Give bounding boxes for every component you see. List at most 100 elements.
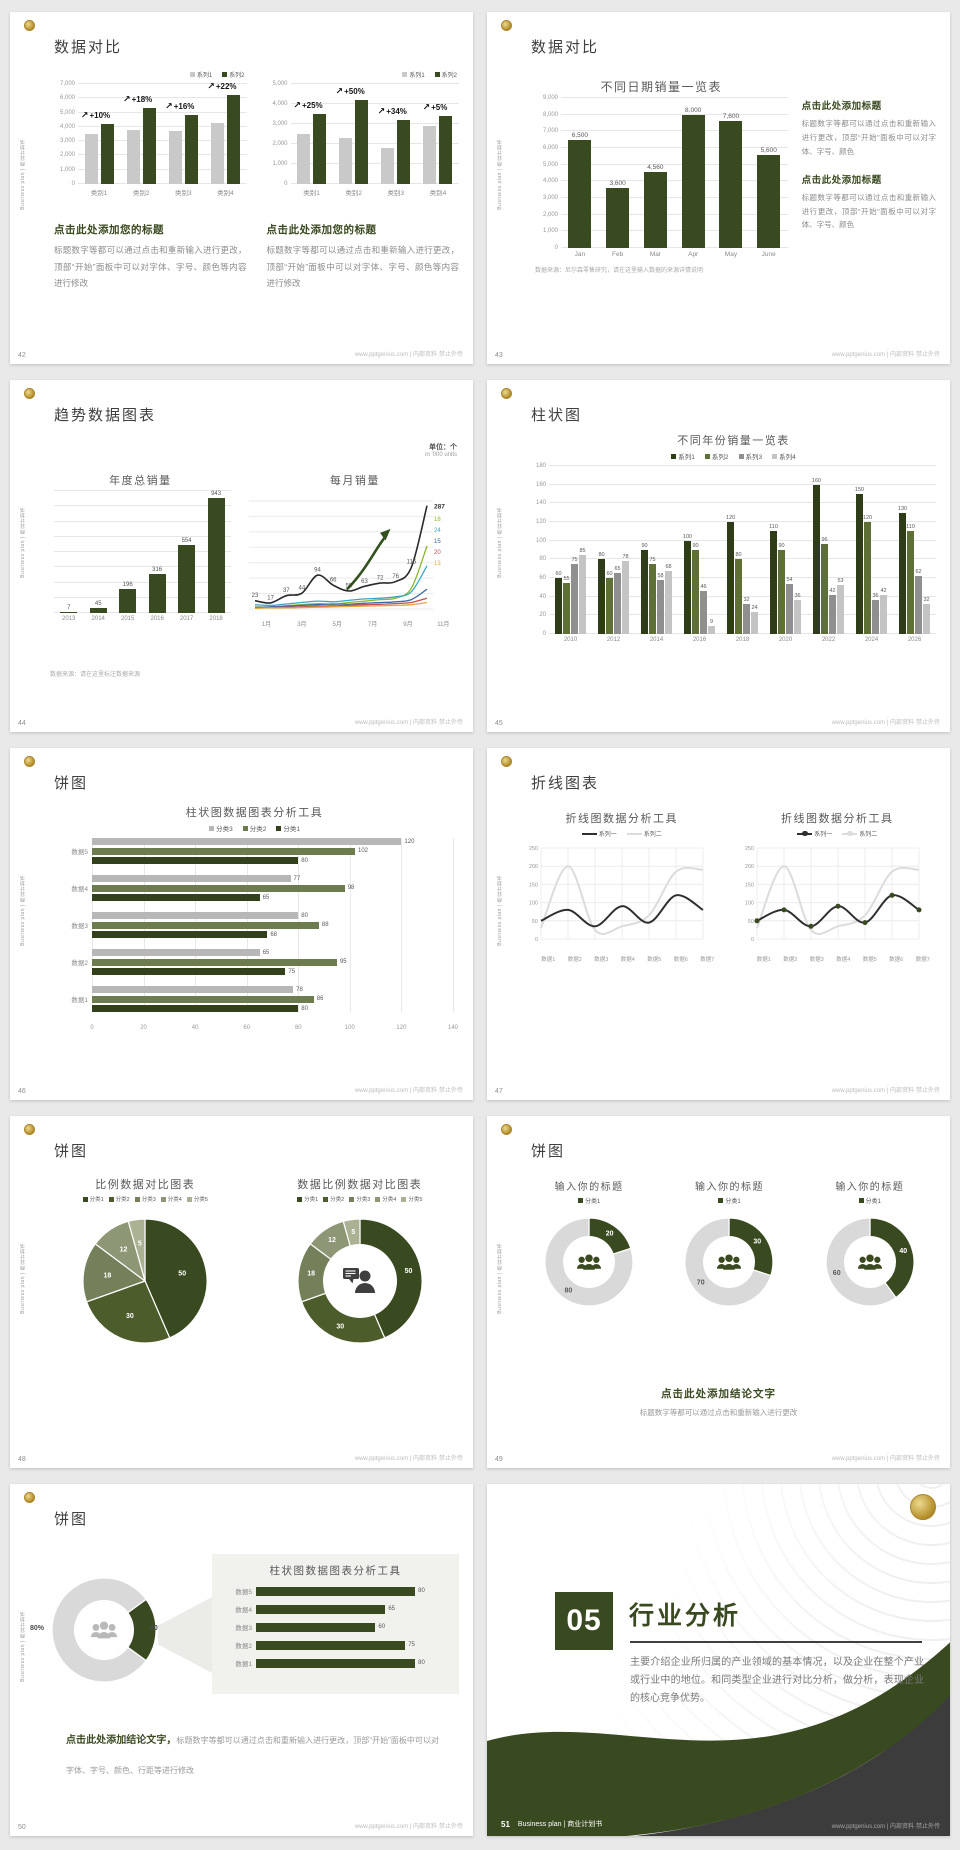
path-el bbox=[354, 1283, 375, 1293]
div-el bbox=[226, 84, 240, 184]
legend-line bbox=[842, 830, 858, 837]
circle-el bbox=[99, 1621, 109, 1630]
x-axis: 2010 2012 2014 2016 2018 2020 2022 2024 2026 bbox=[531, 634, 936, 643]
x-tick-label: 2026 bbox=[907, 637, 922, 643]
grid-line bbox=[54, 520, 231, 522]
div-el: 7,600 bbox=[719, 98, 743, 248]
div-el: 80 bbox=[598, 466, 605, 634]
span-el: 分类4 bbox=[382, 1197, 397, 1203]
bar bbox=[880, 594, 887, 634]
slide-46[interactable]: Business plan | 商业计划书 饼图 柱状图数据图表分析工具 分类3… bbox=[10, 748, 473, 1100]
g-el bbox=[857, 1254, 882, 1270]
div-el: 7,600 bbox=[719, 98, 743, 248]
circle-el bbox=[866, 1254, 874, 1263]
grid-line bbox=[549, 577, 936, 578]
i-el: ↗ bbox=[422, 102, 431, 112]
slide-49[interactable]: Business plan | 商业计划书 饼图 输入你的标题 分类1 20 80 … bbox=[487, 1116, 950, 1468]
bar bbox=[92, 875, 291, 882]
unit-label-cn: 单位：个 bbox=[429, 444, 457, 451]
bar bbox=[256, 1640, 406, 1650]
slide-50[interactable]: Business plan | 商业计划书 饼图 80% 20% 柱状图数据图表… bbox=[10, 1484, 473, 1836]
slide-51-section-divider[interactable]: 05 行业分析 主要介绍企业所归属的产业领域的基本情况，以及企业在整个产业或行业… bbox=[487, 1484, 950, 1836]
bar bbox=[256, 1622, 376, 1632]
slide-47[interactable]: Business plan | 商业计划书 折线图表 折线图数据分析工具 系列一… bbox=[487, 748, 950, 1100]
div-el: 943 bbox=[207, 491, 225, 613]
slide-44[interactable]: Business plan | 商业计划书 趋势数据图表 单位：个 in '00… bbox=[10, 380, 473, 732]
value-label: 316 bbox=[152, 567, 163, 574]
bar-group: 316 bbox=[142, 491, 171, 613]
block-title: 点击此处添加您的标题 bbox=[266, 224, 377, 236]
x-tick-label: 5月 bbox=[332, 622, 342, 628]
div-el bbox=[381, 84, 395, 184]
y-tick-label: 250 bbox=[744, 846, 753, 852]
slide-42[interactable]: Business plan | 商业计划书 数据对比 系列1 系列2 0 1,000 2… bbox=[10, 12, 473, 364]
block-body: 标题数字等都可以通过点击和重新输入进行更改，顶部“开始”面板中可以对字体、字号、… bbox=[801, 119, 936, 156]
pie-slice bbox=[86, 1280, 171, 1344]
text-el: 287 bbox=[434, 504, 445, 511]
value-label: 116 bbox=[406, 560, 416, 566]
value-label: 78 bbox=[296, 986, 303, 993]
bar bbox=[381, 148, 395, 184]
value-label: 98 bbox=[347, 885, 355, 891]
chart-panel: 不同日期销量一览表 0 1,000 2,000 3,000 4,000 5,000 6,00… bbox=[535, 78, 788, 274]
x-tick-label: 2018 bbox=[209, 616, 223, 622]
slide-43[interactable]: Business plan | 商业计划书 数据对比 不同日期销量一览表 0 1,… bbox=[487, 12, 950, 364]
donut-chart-20: 分类1 20 80 bbox=[525, 1196, 653, 1319]
grid-line bbox=[54, 490, 231, 491]
x-tick-label: 120 bbox=[396, 1025, 407, 1031]
legend-item: 系列1 bbox=[402, 70, 425, 79]
brand-logo-icon bbox=[24, 756, 35, 767]
slide-48[interactable]: Business plan | 商业计划书 饼图 比例数据对比图表 分类1 分类2… bbox=[10, 1116, 473, 1468]
div-el: 7 45 196 316 554 943 bbox=[54, 490, 231, 613]
donut-slice-label: 20% bbox=[150, 1625, 165, 1632]
grid-line bbox=[78, 83, 247, 84]
value-label: 80 bbox=[301, 857, 308, 864]
div-el: ↗+10% ↗+18% ↗+16% ↗+22% bbox=[78, 81, 247, 184]
plot-area: 0 1,000 2,000 3,000 4,000 5,000 ↗+25% ↗+50% ↗+34… bbox=[267, 81, 460, 187]
span-el: 分类5 bbox=[408, 1197, 423, 1203]
slice-label: 20 bbox=[606, 1231, 614, 1238]
chart-panel: 输入你的标题 分类1 30 70 bbox=[665, 1178, 793, 1319]
y-tick-label: 200 bbox=[744, 864, 753, 870]
slide-footer: www.pptgenius.com | 内部资料·禁止外传 bbox=[831, 1088, 940, 1094]
div-el: 98 bbox=[92, 884, 453, 892]
x-axis: 数据1 数据2 数据3 数据4 数据5 数据6 数据7 bbox=[535, 954, 721, 963]
div-el: ↗+25% ↗+50% ↗+34% ↗+5% bbox=[291, 84, 460, 184]
x-tick-label: 数据6 bbox=[673, 957, 688, 963]
text-row: 点击此处添加您的标题 标题数字等都可以通过点击和重新输入进行更改，顶部“开始”面… bbox=[54, 222, 459, 292]
span-el: 分类1 bbox=[725, 1199, 741, 1205]
slide-45[interactable]: Business plan | 商业计划书 柱状图 不同年份销量一览表 系列1 系… bbox=[487, 380, 950, 732]
pie-slice bbox=[144, 1218, 208, 1339]
div-el bbox=[142, 84, 156, 184]
slide-side-label: Business plan | 商业计划书 bbox=[20, 1610, 26, 1682]
value-label: 36 bbox=[794, 593, 801, 600]
value-label: 58 bbox=[657, 572, 664, 579]
legend-swatch bbox=[276, 825, 282, 831]
bar bbox=[579, 554, 586, 634]
data-source-note: 数据来源：请在这里标注数据来源 bbox=[50, 672, 141, 678]
span-el: 系列一 bbox=[814, 832, 833, 838]
g-el bbox=[717, 1254, 742, 1270]
div-el: 9 bbox=[708, 466, 715, 634]
div-el: 77 bbox=[92, 875, 453, 882]
bar-group: 4,560 bbox=[637, 98, 675, 248]
slide-footer: www.pptgenius.com | 内部资料·禁止外传 bbox=[354, 1824, 463, 1830]
value-label: 63 bbox=[361, 579, 368, 585]
grid-line bbox=[78, 183, 247, 184]
series-end-label: 18 bbox=[434, 517, 441, 523]
page-number: 48 bbox=[18, 1456, 26, 1463]
slide-footer: www.pptgenius.com | 内部资料·禁止外传 bbox=[354, 720, 463, 726]
grid-line bbox=[549, 614, 936, 616]
legend-item: 分类3 bbox=[209, 823, 233, 833]
x-tick-label: 数据4 bbox=[836, 957, 851, 963]
bar bbox=[126, 129, 140, 184]
x-tick-label: Mar bbox=[649, 251, 662, 258]
value-label: 80 bbox=[418, 1588, 425, 1594]
bar-group: 196 bbox=[113, 491, 142, 613]
legend-item: 分类1 bbox=[858, 1196, 881, 1205]
legend-item: 系列4 bbox=[772, 451, 796, 461]
grid-line bbox=[453, 838, 454, 1012]
y-tick-label: 4,000 bbox=[272, 101, 288, 107]
legend-item: 分类1 bbox=[718, 1196, 741, 1205]
x-tick-label: 类别2 bbox=[132, 190, 150, 197]
